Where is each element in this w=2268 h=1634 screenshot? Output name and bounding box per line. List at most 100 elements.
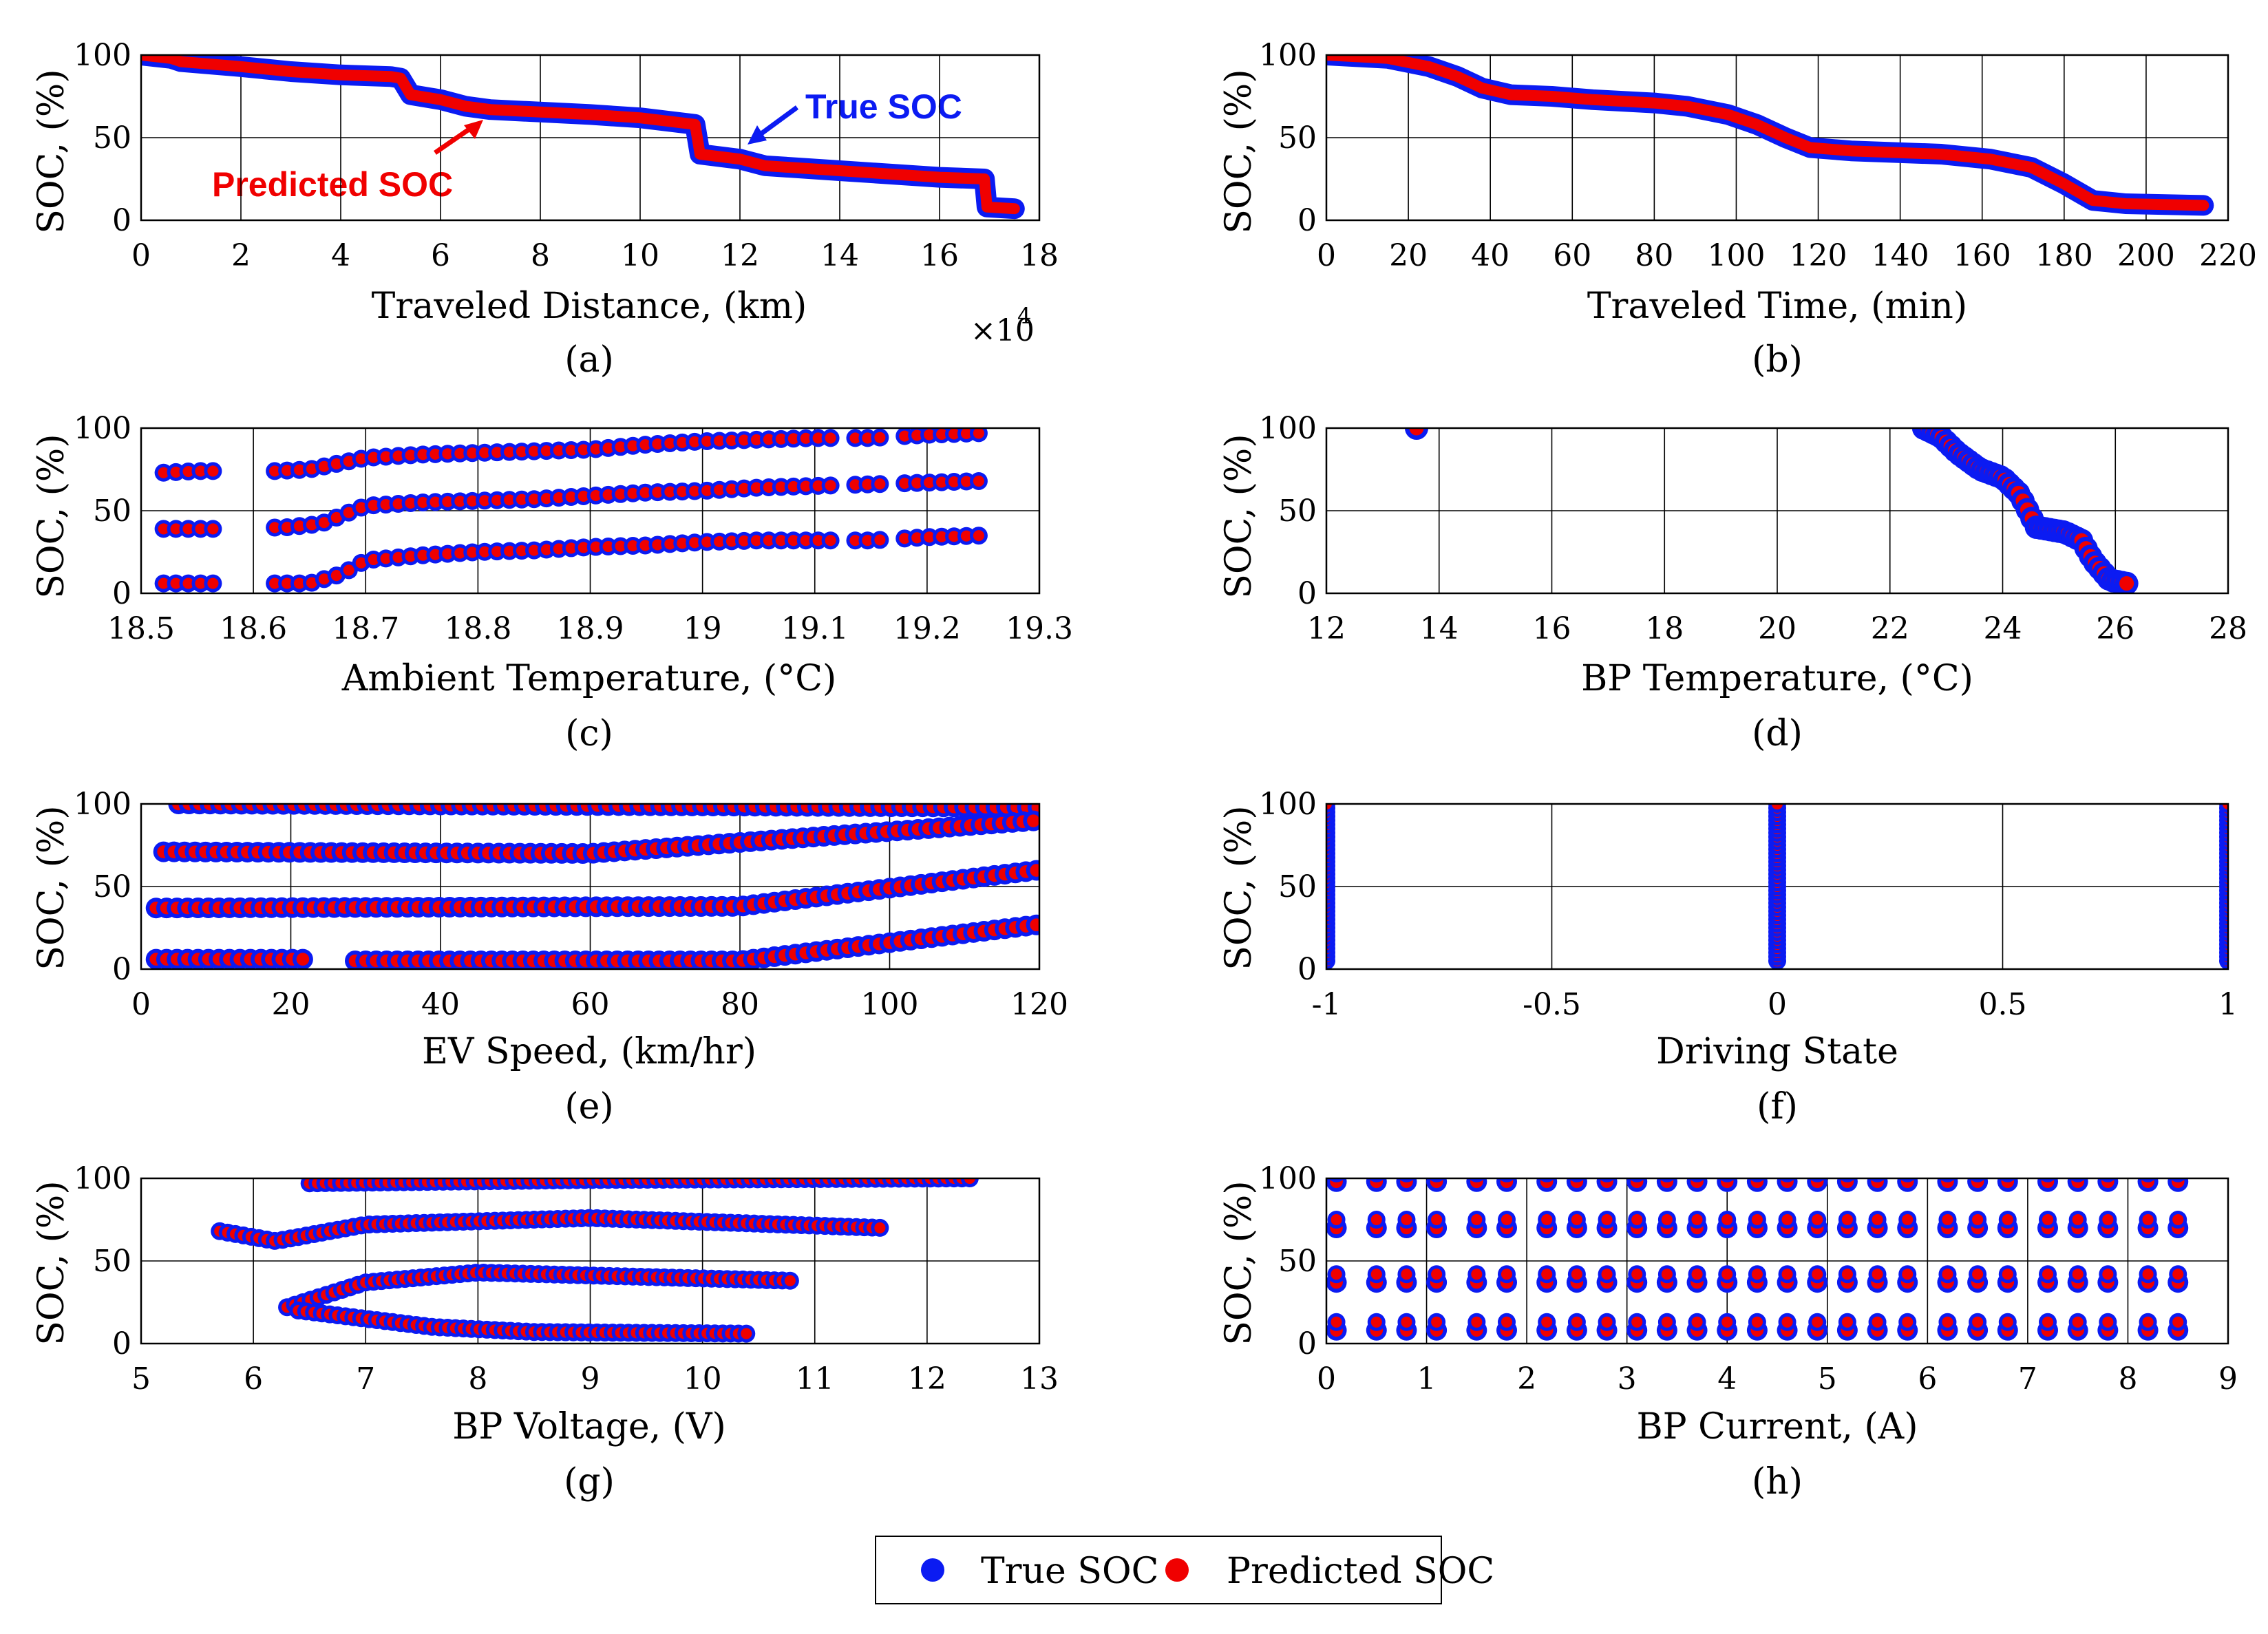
predicted-soc-point (355, 557, 367, 569)
predicted-soc-point (1504, 1178, 1509, 1179)
predicted-soc-arrowhead (464, 120, 483, 139)
predicted-soc-point (1601, 1269, 1613, 1280)
predicted-soc-point (479, 447, 491, 458)
subplot-f-xtick-label: 1 (2218, 987, 2238, 1022)
subplot-f-caption: (f) (1757, 1086, 1798, 1127)
subplot-h-marks (1326, 1178, 2189, 1341)
predicted-soc-point (960, 428, 973, 439)
predicted-soc-point (763, 481, 774, 494)
predicted-soc-point (405, 449, 416, 461)
predicted-soc-point (590, 489, 602, 501)
predicted-soc-point (725, 434, 738, 447)
predicted-soc-point (405, 551, 416, 562)
subplot-c-ytick-label: 50 (93, 494, 131, 529)
predicted-soc-point (368, 452, 379, 463)
predicted-soc-point (763, 535, 774, 547)
subplot-g-axes-box (140, 1177, 1041, 1345)
true-soc-point (1629, 1178, 1645, 1182)
subplot-d-caption: (d) (1752, 713, 1803, 754)
subplot-c-ytick-label: 100 (74, 411, 131, 446)
subplot-c-ytick-label: 0 (112, 576, 131, 611)
subplot-b-xtick-label: 60 (1553, 238, 1591, 273)
predicted-soc-point (269, 577, 281, 589)
predicted-soc-point (442, 448, 454, 460)
subplot-h-xtick-label: 6 (1918, 1361, 1937, 1397)
subplot-h-xtick-label: 1 (1417, 1361, 1437, 1397)
subplot-b-xtick-label: 80 (1635, 238, 1673, 273)
predicted-soc-point (1902, 1213, 1914, 1226)
predicted-soc-point (491, 494, 503, 506)
subplot-g: SOC, (%) BP Voltage, (V) (g) (31, 1180, 726, 1503)
subplot-e-xtick-label: 120 (1010, 987, 1068, 1022)
predicted-soc-point (627, 440, 639, 452)
predicted-soc-point (1631, 1316, 1643, 1328)
true-soc-point (1660, 1178, 1675, 1182)
true-soc-point (1810, 1178, 1825, 1182)
subplot-c-xtick-label: 19.2 (893, 611, 961, 646)
predicted-soc-point (1541, 1269, 1553, 1280)
subplot-g-xtick-label: 7 (356, 1361, 375, 1397)
predicted-soc-point (417, 449, 429, 460)
predicted-soc-point (689, 485, 701, 497)
predicted-soc-point (812, 432, 824, 444)
subplot-d-xtick-label: 12 (1307, 611, 1346, 646)
predicted-soc-point (1541, 1316, 1553, 1328)
predicted-soc-point (714, 435, 725, 447)
subplot-a-ylabel: SOC, (%) (31, 69, 72, 233)
predicted-soc-point (330, 511, 342, 524)
predicted-soc-point (664, 437, 676, 449)
predicted-soc-point (948, 531, 960, 542)
predicted-soc-point (738, 535, 750, 547)
predicted-soc-point (318, 517, 330, 529)
predicted-soc-point (1471, 1269, 1483, 1280)
predicted-soc-point (1814, 1178, 1820, 1179)
predicted-soc-point (430, 496, 441, 508)
subplot-a-axes-box (140, 54, 1041, 222)
subplot-b-ylabel: SOC, (%) (1218, 69, 1260, 233)
subplot-b-ytick-label: 50 (1278, 120, 1317, 156)
predicted-soc-point (577, 542, 589, 553)
true-soc-point (1719, 1178, 1735, 1182)
predicted-soc-point (1661, 1213, 1673, 1226)
predicted-soc-point (714, 484, 725, 496)
subplot-d-ytick-label: 50 (1278, 494, 1317, 529)
predicted-soc-point (960, 530, 973, 542)
predicted-soc-point (725, 483, 738, 495)
predicted-soc-point (936, 531, 948, 542)
predicted-soc-point (1501, 1316, 1513, 1328)
predicted-soc-point (689, 436, 701, 447)
predicted-soc-point (1030, 864, 1039, 877)
predicted-soc-point (1601, 1316, 1613, 1328)
predicted-soc-point (380, 553, 392, 564)
predicted-soc-point (775, 481, 787, 493)
predicted-soc-point (1604, 1178, 1610, 1179)
subplot-a-plot: 0 2 4 6 8 10 12 14 16 18 0 50 100 (74, 38, 1059, 273)
subplot-e-xtick-label: 80 (721, 987, 759, 1022)
predicted-soc-point (652, 438, 664, 450)
true-soc-point (2170, 1178, 2186, 1182)
predicted-soc-point (1872, 1269, 1883, 1280)
predicted-soc-point (2105, 1178, 2110, 1179)
predicted-soc-point (1571, 1316, 1582, 1328)
subplot-h-xtick-label: 8 (2118, 1361, 2137, 1397)
subplot-h-xtick-label: 3 (1618, 1361, 1637, 1397)
subplot-g-xtick-label: 11 (796, 1361, 834, 1397)
legend-predicted-label: Predicted SOC (1227, 1551, 1494, 1592)
predicted-soc-line (141, 55, 1020, 215)
true-soc-point (1539, 1178, 1555, 1182)
predicted-soc-point (825, 480, 836, 491)
predicted-soc-point (343, 507, 354, 518)
predicted-soc-point (2142, 1213, 2154, 1226)
predicted-soc-point (1471, 1213, 1483, 1226)
predicted-soc-point (1401, 1316, 1412, 1328)
predicted-soc-point (1841, 1269, 1853, 1280)
subplot-b-xtick-label: 220 (2199, 238, 2257, 273)
predicted-soc-point (2072, 1316, 2084, 1328)
predicted-soc-point (528, 544, 540, 556)
predicted-soc-point (2119, 576, 2134, 591)
predicted-soc-point (158, 577, 169, 589)
predicted-soc-point (750, 535, 762, 547)
predicted-soc-point (725, 535, 738, 547)
predicted-soc-point (677, 436, 688, 448)
subplot-b-xtick-label: 140 (1872, 238, 1929, 273)
